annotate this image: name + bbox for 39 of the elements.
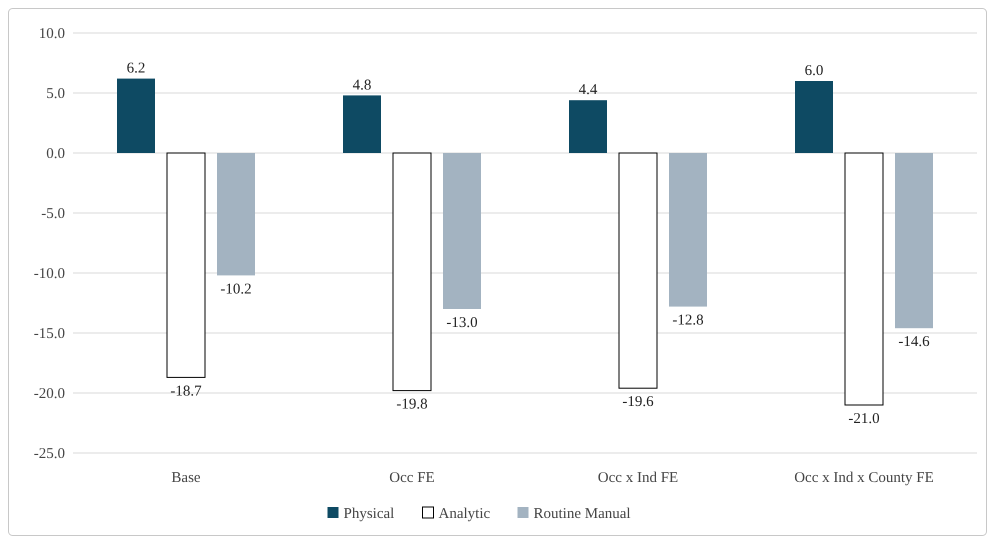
bar xyxy=(166,152,206,378)
data-label: -10.2 xyxy=(220,281,252,298)
data-label: 6.2 xyxy=(126,60,146,77)
y-tick-label: -25.0 xyxy=(34,446,65,462)
legend-label: Routine Manual xyxy=(534,506,631,522)
y-tick-label: -20.0 xyxy=(34,386,65,402)
data-label: 4.4 xyxy=(578,82,598,98)
bar xyxy=(669,153,707,307)
y-tick-label: 5.0 xyxy=(46,86,65,102)
bar xyxy=(392,152,432,392)
bar xyxy=(343,95,381,153)
y-tick-label: -15.0 xyxy=(34,326,65,342)
y-tick-label: 0.0 xyxy=(46,146,65,162)
bar xyxy=(895,153,933,328)
y-tick-label: -10.0 xyxy=(34,266,65,282)
bar xyxy=(844,152,884,406)
bar xyxy=(217,153,255,276)
bar xyxy=(618,152,658,389)
y-tick-label: -5.0 xyxy=(41,206,65,222)
data-label: -18.7 xyxy=(170,383,202,400)
data-label: 6.0 xyxy=(804,63,824,79)
data-label: -12.8 xyxy=(672,312,704,329)
data-label: -13.0 xyxy=(446,315,478,331)
x-tick-label: Occ x Ind x County FE xyxy=(794,470,934,486)
data-label: 4.8 xyxy=(352,77,372,94)
bar xyxy=(443,153,481,309)
x-tick-label: Occ x Ind FE xyxy=(598,470,678,486)
data-label: -14.6 xyxy=(898,334,930,350)
bar xyxy=(117,78,155,153)
data-label: -21.0 xyxy=(848,411,880,427)
y-tick-label: 10.0 xyxy=(38,26,65,42)
x-tick-label: Base xyxy=(171,470,201,486)
data-label: -19.6 xyxy=(622,394,654,410)
legend-label: Analytic xyxy=(438,506,490,522)
data-label: -19.8 xyxy=(396,396,428,413)
bar xyxy=(569,100,607,153)
bar xyxy=(795,81,833,153)
x-tick-label: Occ FE xyxy=(389,470,435,486)
legend-label: Physical xyxy=(344,506,394,522)
